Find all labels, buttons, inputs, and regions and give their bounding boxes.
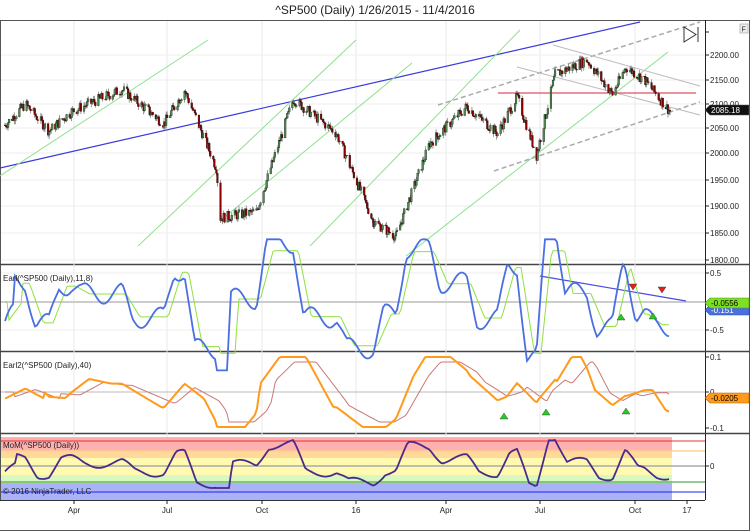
- earl2-panel-label: Earl2(^SP500 (Daily),40): [3, 361, 92, 370]
- price-tick-label: 1800.00: [710, 256, 739, 265]
- f-button[interactable]: F: [739, 23, 749, 34]
- indicator-lines: [4, 238, 670, 489]
- svg-text:0.5: 0.5: [710, 269, 722, 278]
- svg-text:-0.151: -0.151: [711, 306, 734, 315]
- mom-panel-label: MoM(^SP500 (Daily)): [3, 441, 80, 450]
- time-tick-label: Apr: [440, 506, 453, 515]
- svg-text:0: 0: [710, 388, 715, 397]
- price-tick-label: 2000.00: [710, 149, 739, 158]
- copyright-text: © 2016 NinjaTrader, LLC: [3, 487, 92, 496]
- earl-panel-label: Earl(^SP500 (Daily),11,8): [3, 274, 93, 283]
- signal-markers: [499, 283, 667, 420]
- chart-title: ^SP500 (Daily) 1/26/2015 - 11/4/2016: [275, 3, 475, 17]
- svg-text:0.1: 0.1: [710, 353, 722, 362]
- svg-text:0: 0: [710, 462, 715, 471]
- value-tags: 2085.18 -0.151-0.0556 -0.0205: [704, 104, 750, 404]
- axes: 2200.00 2150.00 2100.00 2050.00 2000.00 1950.…: [68, 31, 739, 515]
- price-tick-label: 1850.00: [710, 229, 739, 238]
- price-tick-label: 2100.00: [710, 100, 739, 109]
- time-tick-label: 17: [683, 506, 692, 515]
- svg-text:F: F: [742, 27, 746, 34]
- price-tick-label: 2150.00: [710, 76, 739, 85]
- price-tick-label: 1900.00: [710, 202, 739, 211]
- svg-text:2085.18: 2085.18: [711, 106, 740, 115]
- price-tick-label: 2050.00: [710, 124, 739, 133]
- price-tick-label: 1950.00: [710, 176, 739, 185]
- svg-text:-0.0556: -0.0556: [711, 299, 739, 308]
- mom-color-bands: [1, 437, 705, 500]
- svg-text:-0.0205: -0.0205: [711, 394, 739, 403]
- price-candlesticks: [3, 55, 672, 244]
- time-tick-label: Jul: [162, 506, 172, 515]
- last-price-tag: 2085.18: [704, 104, 750, 116]
- svg-text:-0.1: -0.1: [710, 424, 724, 433]
- earl-green-value-tag: -0.0556: [704, 297, 750, 309]
- scroll-to-end-icon[interactable]: [683, 26, 699, 43]
- time-tick-label: Oct: [629, 506, 642, 515]
- price-tick-label: 2200.00: [710, 51, 739, 60]
- time-tick-label: 16: [352, 506, 361, 515]
- earl2-value-tag: -0.0205: [704, 392, 750, 404]
- time-tick-label: Oct: [256, 506, 269, 515]
- time-tick-label: Jul: [535, 506, 545, 515]
- svg-text:-0.5: -0.5: [710, 326, 724, 335]
- time-tick-label: Apr: [68, 506, 81, 515]
